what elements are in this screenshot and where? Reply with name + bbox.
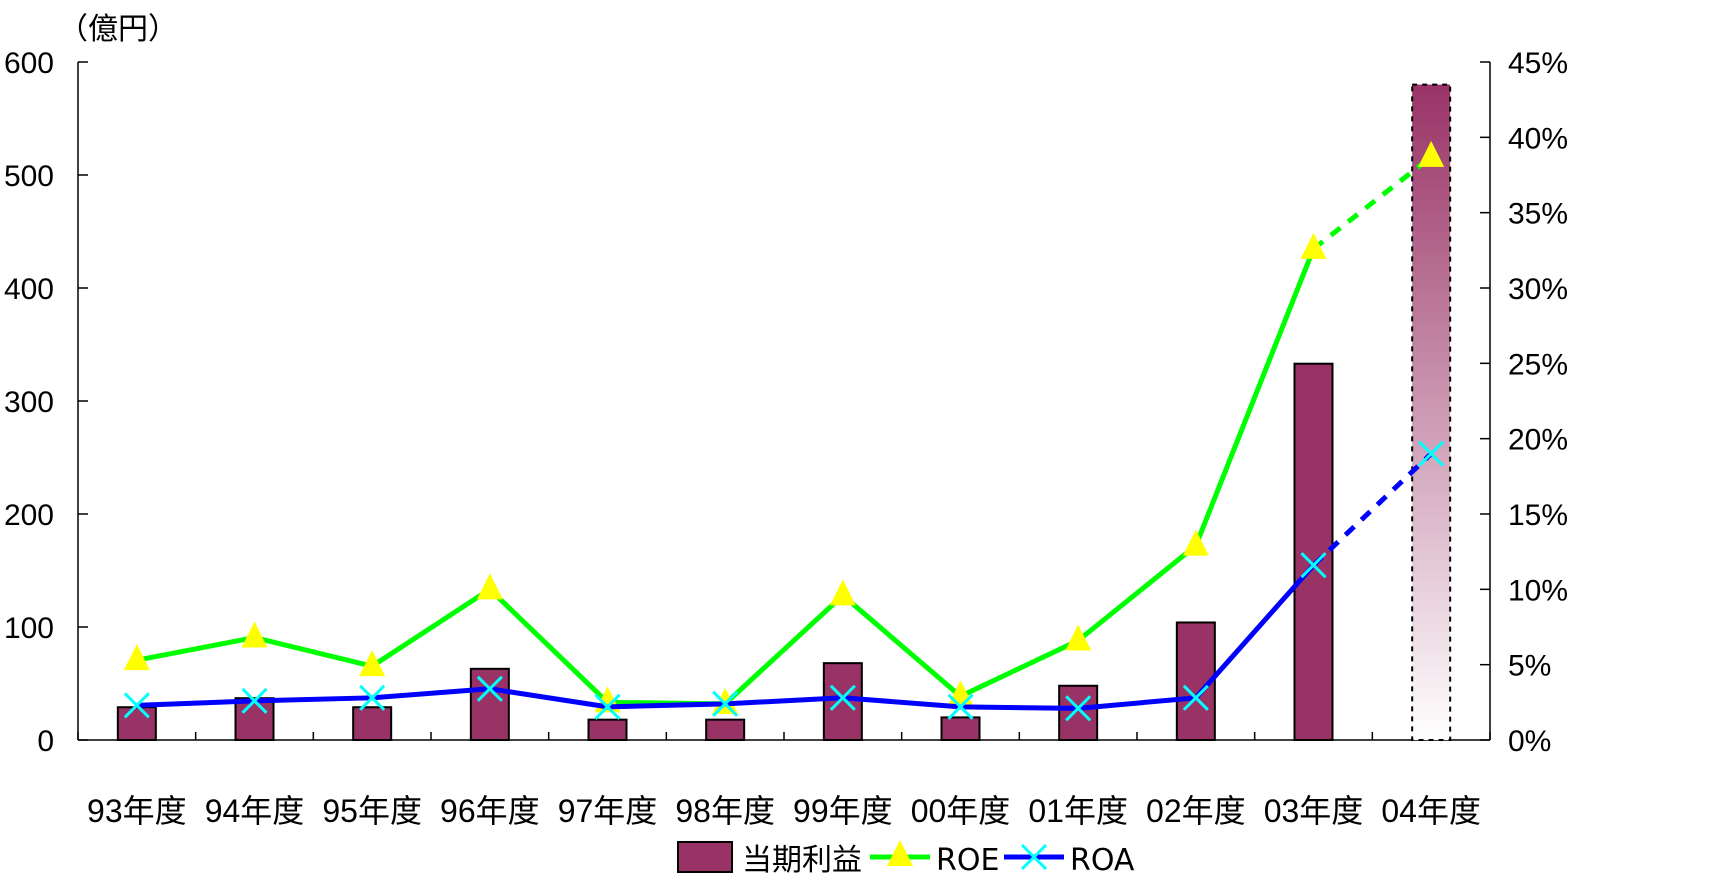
roe-point: [1300, 232, 1327, 259]
x-tick-label: 97年度: [558, 793, 658, 829]
x-tick-label: 94年度: [205, 793, 305, 829]
right-tick-label: 30%: [1508, 273, 1568, 306]
left-tick-label: 100: [4, 612, 54, 645]
roe-point: [359, 650, 386, 677]
profit-bar: [705, 718, 746, 741]
roe-point: [1065, 624, 1092, 651]
x-tick-label: 01年度: [1028, 793, 1128, 829]
axes: 0 100 200 300 400 500 600 0% 5% 10% 15% 20% 25% 30% 35…: [4, 47, 1568, 829]
profit-bar: [352, 706, 393, 741]
roa-point: [712, 690, 739, 717]
profit-bar: [822, 662, 863, 741]
right-tick-label: 15%: [1508, 499, 1568, 532]
ratio-lines: [123, 140, 1445, 722]
series-line-forecast: [1311, 451, 1433, 568]
roa-point: [359, 684, 386, 711]
legend-marker-roe: [887, 840, 913, 866]
roa-point: [1065, 695, 1092, 722]
profit-bar: [234, 697, 275, 742]
roa-point: [594, 693, 621, 720]
x-tick-label: 93年度: [87, 793, 187, 829]
roe-point: [712, 687, 739, 714]
x-tick-label: 98年度: [675, 793, 775, 829]
legend-label-roe: ROE: [936, 843, 999, 878]
left-tick-label: 400: [4, 273, 54, 306]
profit-bar: [1058, 684, 1099, 742]
roa-point: [1300, 552, 1327, 579]
roa-point: [241, 687, 268, 714]
x-tick-label: 03年度: [1264, 793, 1364, 829]
roe-point: [829, 579, 856, 606]
profit-bars: [116, 83, 1452, 742]
profit-bar: [940, 716, 981, 742]
left-tick-label: 500: [4, 160, 54, 193]
right-tick-label: 35%: [1508, 198, 1568, 231]
profit-bar: [116, 706, 157, 741]
x-tick-label: 00年度: [911, 793, 1011, 829]
roa-point: [829, 684, 856, 711]
series-line: [136, 247, 1316, 707]
left-tick-label: 300: [4, 386, 54, 419]
right-tick-label: 20%: [1508, 424, 1568, 457]
legend-marker-roa: [1020, 843, 1048, 871]
left-tick-label: 200: [4, 499, 54, 532]
right-tick-label: 25%: [1508, 348, 1568, 381]
right-tick-label: 0%: [1508, 725, 1551, 758]
legend-label-roa: ROA: [1070, 843, 1135, 878]
roe-point: [476, 573, 503, 600]
legend-label-profit: 当期利益: [742, 843, 862, 878]
profit-bar: [587, 718, 628, 741]
legend-swatch-profit: [677, 841, 733, 873]
roa-point: [1418, 440, 1445, 467]
left-tick-label: 600: [4, 47, 54, 80]
left-tick-label: 0: [37, 725, 54, 758]
roa-point: [123, 692, 150, 719]
series-line: [136, 563, 1316, 711]
series-line-forecast: [1311, 154, 1433, 251]
profit-bar: [1411, 83, 1452, 742]
legend: 当期利益 ROE ROA: [677, 840, 1135, 878]
roe-point: [1418, 140, 1445, 167]
x-tick-label: 02年度: [1146, 793, 1246, 829]
roa-point: [1182, 684, 1209, 711]
roa-point: [947, 693, 974, 720]
x-tick-label: 96年度: [440, 793, 540, 829]
right-tick-label: 5%: [1508, 650, 1551, 683]
roe-point: [241, 621, 268, 648]
roe-point: [123, 644, 150, 671]
profit-bar: [1293, 362, 1334, 741]
x-tick-label: 99年度: [793, 793, 893, 829]
right-tick-label: 10%: [1508, 574, 1568, 607]
right-tick-label: 40%: [1508, 122, 1568, 155]
roa-point: [476, 675, 503, 702]
profit-bar: [469, 667, 510, 741]
right-tick-label: 45%: [1508, 47, 1568, 80]
x-tick-label: 04年度: [1381, 793, 1481, 829]
x-tick-label: 95年度: [322, 793, 422, 829]
left-axis-unit: （億円）: [58, 12, 178, 47]
roe-point: [1182, 529, 1209, 556]
